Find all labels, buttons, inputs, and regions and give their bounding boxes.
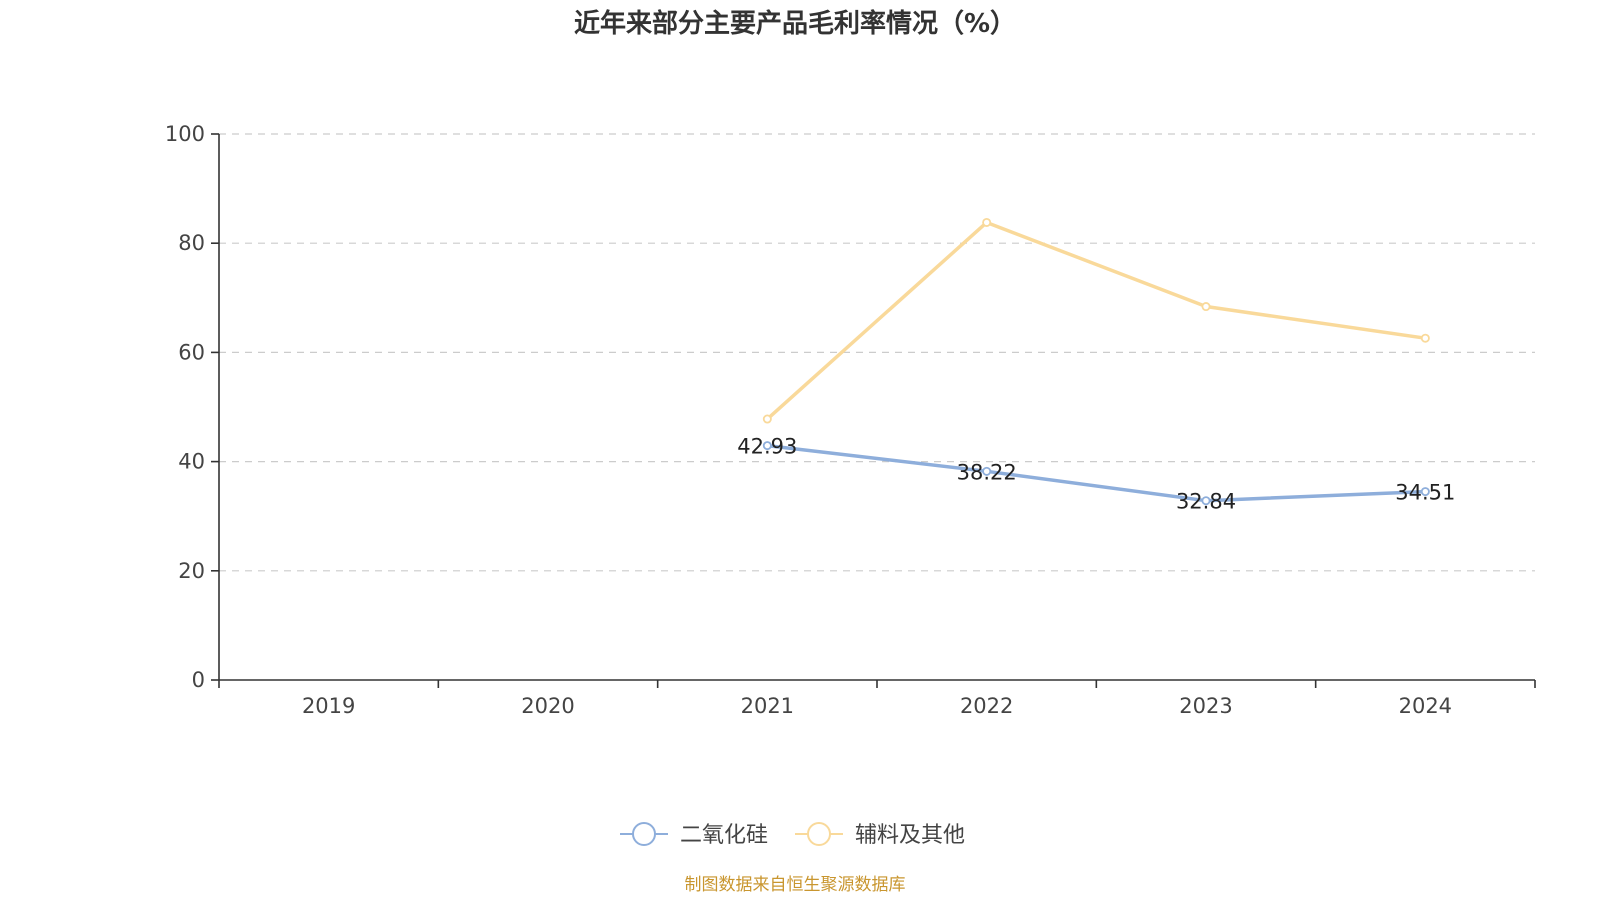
data-point[interactable]: [1201, 302, 1211, 312]
data-point[interactable]: [762, 414, 772, 424]
data-labels: 42.93 38.22 32.84 34.51: [737, 435, 1455, 514]
series-layer: [762, 217, 1430, 506]
data-point[interactable]: [762, 441, 772, 451]
chart-title: 近年来部分主要产品毛利率情况（%）: [574, 8, 1016, 39]
data-label: 34.51: [1395, 481, 1455, 505]
axes: 0 20 40 60 80 100 2019 2020 2021 2022 2023 2024: [165, 122, 1536, 718]
series-line-2: [765, 220, 1428, 421]
data-point[interactable]: [982, 217, 992, 227]
y-tick-label: 60: [178, 340, 205, 364]
data-point[interactable]: [1420, 487, 1430, 497]
data-point[interactable]: [1201, 496, 1211, 506]
y-tick-label: 80: [178, 231, 205, 255]
y-tick-label: 40: [178, 450, 205, 474]
data-point[interactable]: [1420, 333, 1430, 343]
y-tick-label: 100: [165, 122, 205, 146]
legend-marker: [632, 822, 656, 846]
legend-label: 二氧化硅: [680, 823, 768, 848]
series-line-1: [765, 443, 1428, 503]
y-tick-label: 0: [192, 668, 205, 692]
legend-item-2[interactable]: 辅料及其他: [795, 822, 965, 848]
data-label: 42.93: [737, 435, 797, 459]
data-label: 38.22: [957, 460, 1017, 484]
x-tick-label-2024: 2024: [1399, 694, 1452, 718]
x-tick-label-2020: 2020: [521, 694, 574, 718]
legend-item-1[interactable]: 二氧化硅: [620, 822, 768, 848]
x-tick-label-2022: 2022: [960, 694, 1013, 718]
data-label: 32.84: [1176, 490, 1236, 514]
x-tick-label-2019: 2019: [302, 694, 355, 718]
x-tick-label-2023: 2023: [1179, 694, 1232, 718]
data-point[interactable]: [982, 466, 992, 476]
grid-lines: [219, 133, 1535, 572]
legend-label: 辅料及其他: [855, 823, 965, 848]
x-tick-label-2021: 2021: [741, 694, 794, 718]
legend-marker: [807, 822, 831, 846]
y-tick-label: 20: [178, 559, 205, 583]
source-note: 制图数据来自恒生聚源数据库: [685, 875, 906, 895]
legend[interactable]: 二氧化硅 辅料及其他: [620, 822, 965, 848]
